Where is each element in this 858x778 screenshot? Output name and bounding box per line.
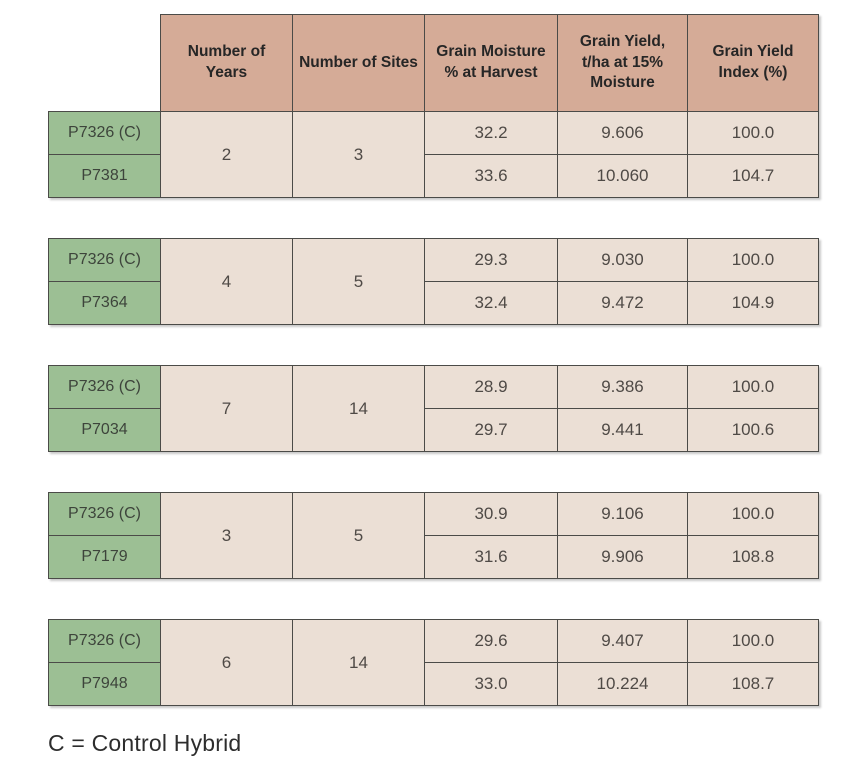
yield-value: 10.060 — [557, 154, 688, 198]
moisture-value: 29.6 — [424, 619, 558, 663]
yield-index-value: 100.0 — [687, 619, 819, 663]
yield-value: 9.441 — [557, 408, 688, 452]
yield-index-value: 108.7 — [687, 662, 819, 706]
yield-index-value: 100.0 — [687, 492, 819, 536]
table-row: P7326 (C) 7 14 28.9 9.386 100.0 — [48, 365, 819, 452]
column-header-number-of-sites: Number of Sites — [292, 14, 425, 112]
row-label-hybrid: P7364 — [48, 281, 161, 325]
moisture-value: 33.0 — [424, 662, 558, 706]
table-row: P7948 33.0 10.224 108.7 — [48, 662, 819, 706]
years-value: 6 — [160, 619, 293, 706]
table-row: P7326 (C) 6 14 29.6 9.407 100.0 — [48, 619, 819, 706]
yield-index-value: 100.0 — [687, 365, 819, 409]
yield-value: 9.386 — [557, 365, 688, 409]
moisture-value: 33.6 — [424, 154, 558, 198]
years-value: 2 — [160, 111, 293, 198]
yield-value: 9.407 — [557, 619, 688, 663]
yield-index-value: 108.8 — [687, 535, 819, 579]
comparison-table-group-1: Number of Years Number of Sites Grain Mo… — [48, 14, 819, 198]
table-row: P7034 29.7 9.441 100.6 — [48, 408, 819, 452]
yield-index-value: 100.6 — [687, 408, 819, 452]
sites-value: 5 — [292, 238, 425, 325]
row-label-hybrid: P7948 — [48, 662, 161, 706]
sites-value: 3 — [292, 111, 425, 198]
table-row: P7364 32.4 9.472 104.9 — [48, 281, 819, 325]
row-label-control-hybrid: P7326 (C) — [48, 492, 161, 536]
comparison-table-group-4: P7326 (C) 3 5 30.9 9.106 100.0 P7179 31.… — [48, 492, 819, 579]
table-row: P7326 (C) 2 3 32.2 9.606 100.0 — [48, 111, 819, 198]
years-value: 7 — [160, 365, 293, 452]
yield-index-value: 104.9 — [687, 281, 819, 325]
yield-index-value: 100.0 — [687, 111, 819, 155]
column-header-grain-yield-index: Grain Yield Index (%) — [687, 14, 819, 112]
moisture-value: 32.4 — [424, 281, 558, 325]
yield-value: 9.106 — [557, 492, 688, 536]
column-header-number-of-years: Number of Years — [160, 14, 293, 112]
table-row: P7326 (C) 4 5 29.3 9.030 100.0 — [48, 238, 819, 325]
table-row: P7381 33.6 10.060 104.7 — [48, 154, 819, 198]
yield-value: 9.606 — [557, 111, 688, 155]
row-label-control-hybrid: P7326 (C) — [48, 365, 161, 409]
yield-value: 9.906 — [557, 535, 688, 579]
table-row: P7326 (C) 3 5 30.9 9.106 100.0 — [48, 492, 819, 579]
table-row: P7179 31.6 9.906 108.8 — [48, 535, 819, 579]
row-label-hybrid: P7179 — [48, 535, 161, 579]
yield-index-value: 104.7 — [687, 154, 819, 198]
row-label-control-hybrid: P7326 (C) — [48, 238, 161, 282]
moisture-value: 31.6 — [424, 535, 558, 579]
row-label-control-hybrid: P7326 (C) — [48, 619, 161, 663]
moisture-value: 28.9 — [424, 365, 558, 409]
yield-value: 9.030 — [557, 238, 688, 282]
moisture-value: 29.7 — [424, 408, 558, 452]
row-label-hybrid: P7034 — [48, 408, 161, 452]
column-header-grain-moisture: Grain Moisture % at Harvest — [424, 14, 558, 112]
years-value: 3 — [160, 492, 293, 579]
blank-corner-cell — [49, 15, 161, 112]
years-value: 4 — [160, 238, 293, 325]
comparison-table-group-5: P7326 (C) 6 14 29.6 9.407 100.0 P7948 33… — [48, 619, 819, 706]
sites-value: 5 — [292, 492, 425, 579]
yield-value: 10.224 — [557, 662, 688, 706]
row-label-control-hybrid: P7326 (C) — [48, 111, 161, 155]
yield-value: 9.472 — [557, 281, 688, 325]
moisture-value: 32.2 — [424, 111, 558, 155]
comparison-table-group-2: P7326 (C) 4 5 29.3 9.030 100.0 P7364 32.… — [48, 238, 819, 325]
sites-value: 14 — [292, 619, 425, 706]
yield-index-value: 100.0 — [687, 238, 819, 282]
control-hybrid-footnote: C = Control Hybrid — [48, 730, 242, 756]
moisture-value: 30.9 — [424, 492, 558, 536]
column-header-grain-yield: Grain Yield, t/ha at 15% Moisture — [557, 14, 688, 112]
row-label-hybrid: P7381 — [48, 154, 161, 198]
comparison-table-group-3: P7326 (C) 7 14 28.9 9.386 100.0 P7034 29… — [48, 365, 819, 452]
sites-value: 14 — [292, 365, 425, 452]
moisture-value: 29.3 — [424, 238, 558, 282]
